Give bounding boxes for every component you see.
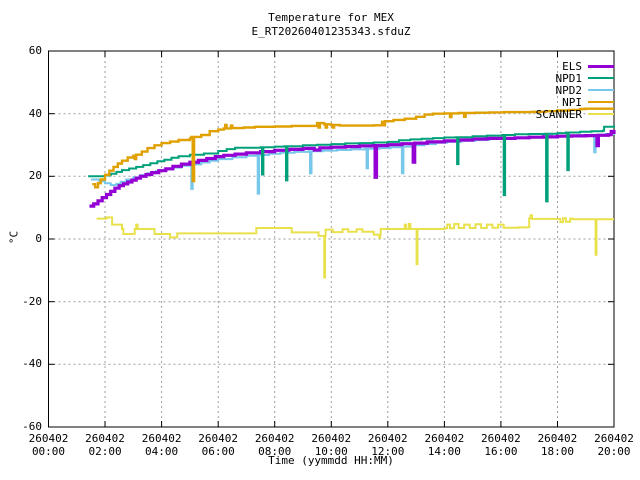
legend-row-scanner: SCANNER — [535, 107, 614, 121]
x-tick-label: 260402 06:00 — [198, 432, 239, 458]
x-tick-label: 260402 12:00 — [367, 432, 408, 458]
y-tick-label: -20 — [22, 294, 42, 308]
legend-row-npd2: NPD2 — [536, 83, 614, 97]
legend-row-npd1: NPD1 — [536, 71, 614, 85]
x-tick-label: 260402 04:00 — [141, 432, 182, 458]
chart-subtitle: E_RT20260401235343.sfduZ — [251, 25, 411, 38]
legend-row-npi: NPI — [536, 95, 614, 109]
legend-label-npd1: NPD1 — [555, 71, 583, 85]
x-tick-label: 260402 08:00 — [254, 432, 295, 458]
y-tick-label: -40 — [22, 357, 42, 371]
x-tick-label: 260402 10:00 — [311, 432, 352, 458]
legend-label-npd2: NPD2 — [555, 83, 583, 97]
legend: ELS NPD1 NPD2 NPI SCANNER — [535, 59, 614, 121]
x-axis-label: Time (yymmdd HH:MM) — [268, 454, 394, 467]
y-tick-label: 0 — [35, 232, 42, 245]
legend-label-npi: NPI — [562, 95, 582, 109]
x-tick-label: 260402 02:00 — [85, 432, 125, 458]
y-tick-label: 40 — [28, 106, 42, 120]
legend-line-scanner-icon — [588, 113, 614, 115]
y-tick-label: 60 — [28, 44, 42, 57]
legend-line-els-icon — [588, 64, 614, 68]
legend-label-els: ELS — [562, 59, 582, 73]
legend-row-els: ELS — [536, 59, 614, 73]
x-tick-label: 260402 18:00 — [537, 432, 578, 458]
legend-line-npd1-icon — [588, 77, 614, 79]
y-tick-label: -60 — [22, 420, 42, 433]
x-tick-label: 260402 00:00 — [28, 432, 69, 458]
chart-title: Temperature for MEX — [268, 11, 394, 24]
x-tick-label: 260402 20:00 — [594, 432, 634, 458]
x-tick-label: 260402 14:00 — [424, 432, 465, 458]
legend-line-npd2-icon — [588, 89, 614, 91]
legend-label-scanner: SCANNER — [535, 107, 582, 121]
legend-line-npi-icon — [588, 101, 614, 103]
y-tick-label: 20 — [28, 169, 42, 183]
x-tick-label: 260402 16:00 — [481, 432, 521, 458]
